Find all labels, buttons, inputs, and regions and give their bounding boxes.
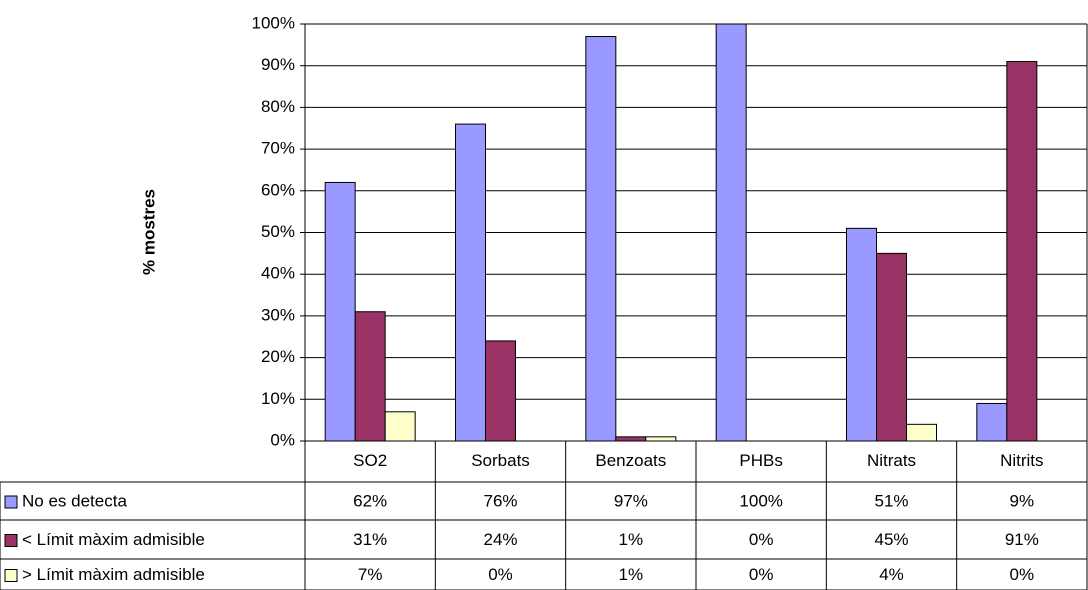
bar (645, 436, 677, 442)
bar (455, 123, 486, 442)
x-tick-label: Nitrits (1000, 451, 1043, 470)
table-cell: 97% (614, 491, 648, 510)
bar (615, 436, 647, 442)
bar (715, 23, 747, 442)
legend-label: > Límit màxim admisible (22, 565, 205, 584)
y-tick-label: 70% (261, 139, 295, 158)
x-tick-label: Sorbats (471, 451, 530, 470)
y-tick-label: 0% (270, 430, 295, 449)
bar (324, 181, 356, 442)
table-cell: 51% (874, 491, 908, 510)
table-cell: 4% (879, 565, 904, 584)
y-tick-label: 40% (261, 264, 295, 283)
table-cell: 45% (874, 530, 908, 549)
y-tick-label: 60% (261, 180, 295, 199)
x-tick-label: PHBs (739, 451, 782, 470)
table-cell: 0% (1010, 565, 1035, 584)
y-tick-label: 10% (261, 389, 295, 408)
legend-label: No es detecta (22, 491, 127, 510)
y-tick-label: 30% (261, 305, 295, 324)
y-tick-label: 100% (252, 13, 295, 32)
table-cell: 1% (619, 530, 644, 549)
table-cell: 1% (619, 565, 644, 584)
legend-swatch (4, 534, 18, 547)
legend-swatch (4, 569, 18, 582)
legend-swatch (4, 495, 18, 509)
x-tick-label: Benzoats (595, 451, 666, 470)
bar (876, 252, 907, 442)
table-cell: 24% (483, 530, 517, 549)
bar (976, 402, 1008, 442)
legend-label: < Límit màxim admisible (22, 530, 205, 549)
table-cell: 76% (483, 491, 517, 510)
y-tick-label: 50% (261, 222, 295, 241)
bar (585, 36, 617, 442)
table-cell: 0% (488, 565, 513, 584)
y-tick-label: 20% (261, 347, 295, 366)
table-cell: 100% (739, 491, 782, 510)
table-cell: 9% (1010, 491, 1035, 510)
y-axis-label: % mostres (139, 189, 158, 275)
table-cell: 31% (353, 530, 387, 549)
x-tick-label: SO2 (353, 451, 387, 470)
bar (1006, 61, 1038, 442)
x-tick-label: Nitrats (867, 451, 916, 470)
table-cell: 0% (749, 530, 774, 549)
table-cell: 62% (353, 491, 387, 510)
table-cell: 91% (1005, 530, 1039, 549)
y-tick-label: 90% (261, 55, 295, 74)
table-cell: 7% (358, 565, 383, 584)
table-cell: 0% (749, 565, 774, 584)
bar (485, 340, 516, 442)
bar (354, 311, 386, 442)
bar (906, 423, 937, 442)
y-tick-label: 80% (261, 97, 295, 116)
bar (384, 411, 416, 442)
bar (846, 227, 877, 442)
